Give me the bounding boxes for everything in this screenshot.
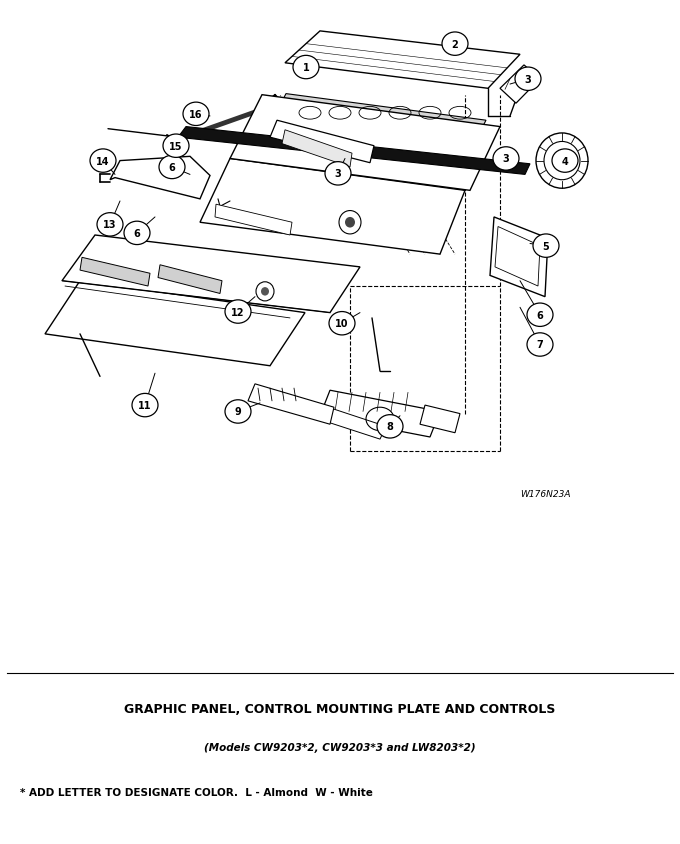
Ellipse shape (132, 394, 158, 417)
Text: (Models CW9203*2, CW9203*3 and LW8203*2): (Models CW9203*2, CW9203*3 and LW8203*2) (204, 743, 476, 753)
Ellipse shape (329, 312, 355, 336)
Ellipse shape (527, 333, 553, 357)
Polygon shape (248, 384, 334, 425)
Text: 12: 12 (231, 307, 245, 317)
Ellipse shape (97, 214, 123, 237)
Polygon shape (200, 160, 465, 255)
Text: 1: 1 (303, 63, 309, 73)
Text: W176N23A: W176N23A (520, 490, 571, 498)
Polygon shape (110, 157, 210, 200)
Polygon shape (282, 131, 352, 168)
Ellipse shape (293, 57, 319, 79)
Text: 2: 2 (452, 40, 458, 50)
Polygon shape (318, 407, 386, 440)
Ellipse shape (124, 222, 150, 246)
Ellipse shape (183, 103, 209, 127)
Text: 11: 11 (138, 401, 152, 410)
Polygon shape (320, 391, 440, 437)
Ellipse shape (527, 304, 553, 327)
Ellipse shape (163, 135, 189, 158)
Text: 16: 16 (189, 110, 203, 120)
Ellipse shape (225, 300, 251, 324)
Text: GRAPHIC PANEL, CONTROL MOUNTING PLATE AND CONTROLS: GRAPHIC PANEL, CONTROL MOUNTING PLATE AN… (124, 702, 556, 715)
Ellipse shape (533, 235, 559, 258)
Text: * ADD LETTER TO DESIGNATE COLOR.  L - Almond  W - White: * ADD LETTER TO DESIGNATE COLOR. L - Alm… (20, 787, 373, 797)
Text: 3: 3 (525, 74, 531, 84)
Ellipse shape (515, 68, 541, 91)
Polygon shape (500, 66, 540, 104)
Polygon shape (420, 406, 460, 433)
Polygon shape (230, 95, 500, 191)
Polygon shape (280, 95, 486, 133)
Text: 10: 10 (335, 319, 349, 329)
Polygon shape (80, 258, 150, 287)
Ellipse shape (377, 415, 403, 439)
Text: 5: 5 (543, 241, 549, 252)
Ellipse shape (536, 134, 588, 189)
Text: 4: 4 (562, 156, 568, 166)
Text: 6: 6 (169, 163, 175, 173)
Text: 9: 9 (235, 407, 241, 417)
Ellipse shape (325, 162, 351, 186)
Polygon shape (178, 127, 530, 176)
Text: 7: 7 (537, 340, 543, 350)
Text: 3: 3 (335, 169, 341, 179)
Polygon shape (495, 227, 540, 287)
Ellipse shape (442, 33, 468, 57)
Text: 15: 15 (169, 142, 183, 152)
Polygon shape (285, 32, 520, 89)
Text: 8: 8 (386, 422, 394, 432)
Ellipse shape (493, 148, 519, 171)
Text: 6: 6 (134, 229, 140, 239)
Text: 13: 13 (103, 220, 117, 230)
Text: 14: 14 (97, 156, 109, 166)
Text: 3: 3 (503, 154, 509, 165)
Ellipse shape (261, 288, 269, 296)
Ellipse shape (159, 156, 185, 180)
Ellipse shape (557, 156, 567, 167)
Ellipse shape (345, 218, 355, 228)
Ellipse shape (552, 149, 578, 173)
Ellipse shape (225, 400, 251, 424)
Text: 6: 6 (537, 311, 543, 321)
Ellipse shape (90, 149, 116, 173)
Polygon shape (270, 121, 374, 164)
Polygon shape (158, 266, 222, 294)
Polygon shape (62, 235, 360, 313)
Polygon shape (45, 281, 305, 366)
Polygon shape (215, 205, 292, 235)
Polygon shape (490, 218, 548, 297)
